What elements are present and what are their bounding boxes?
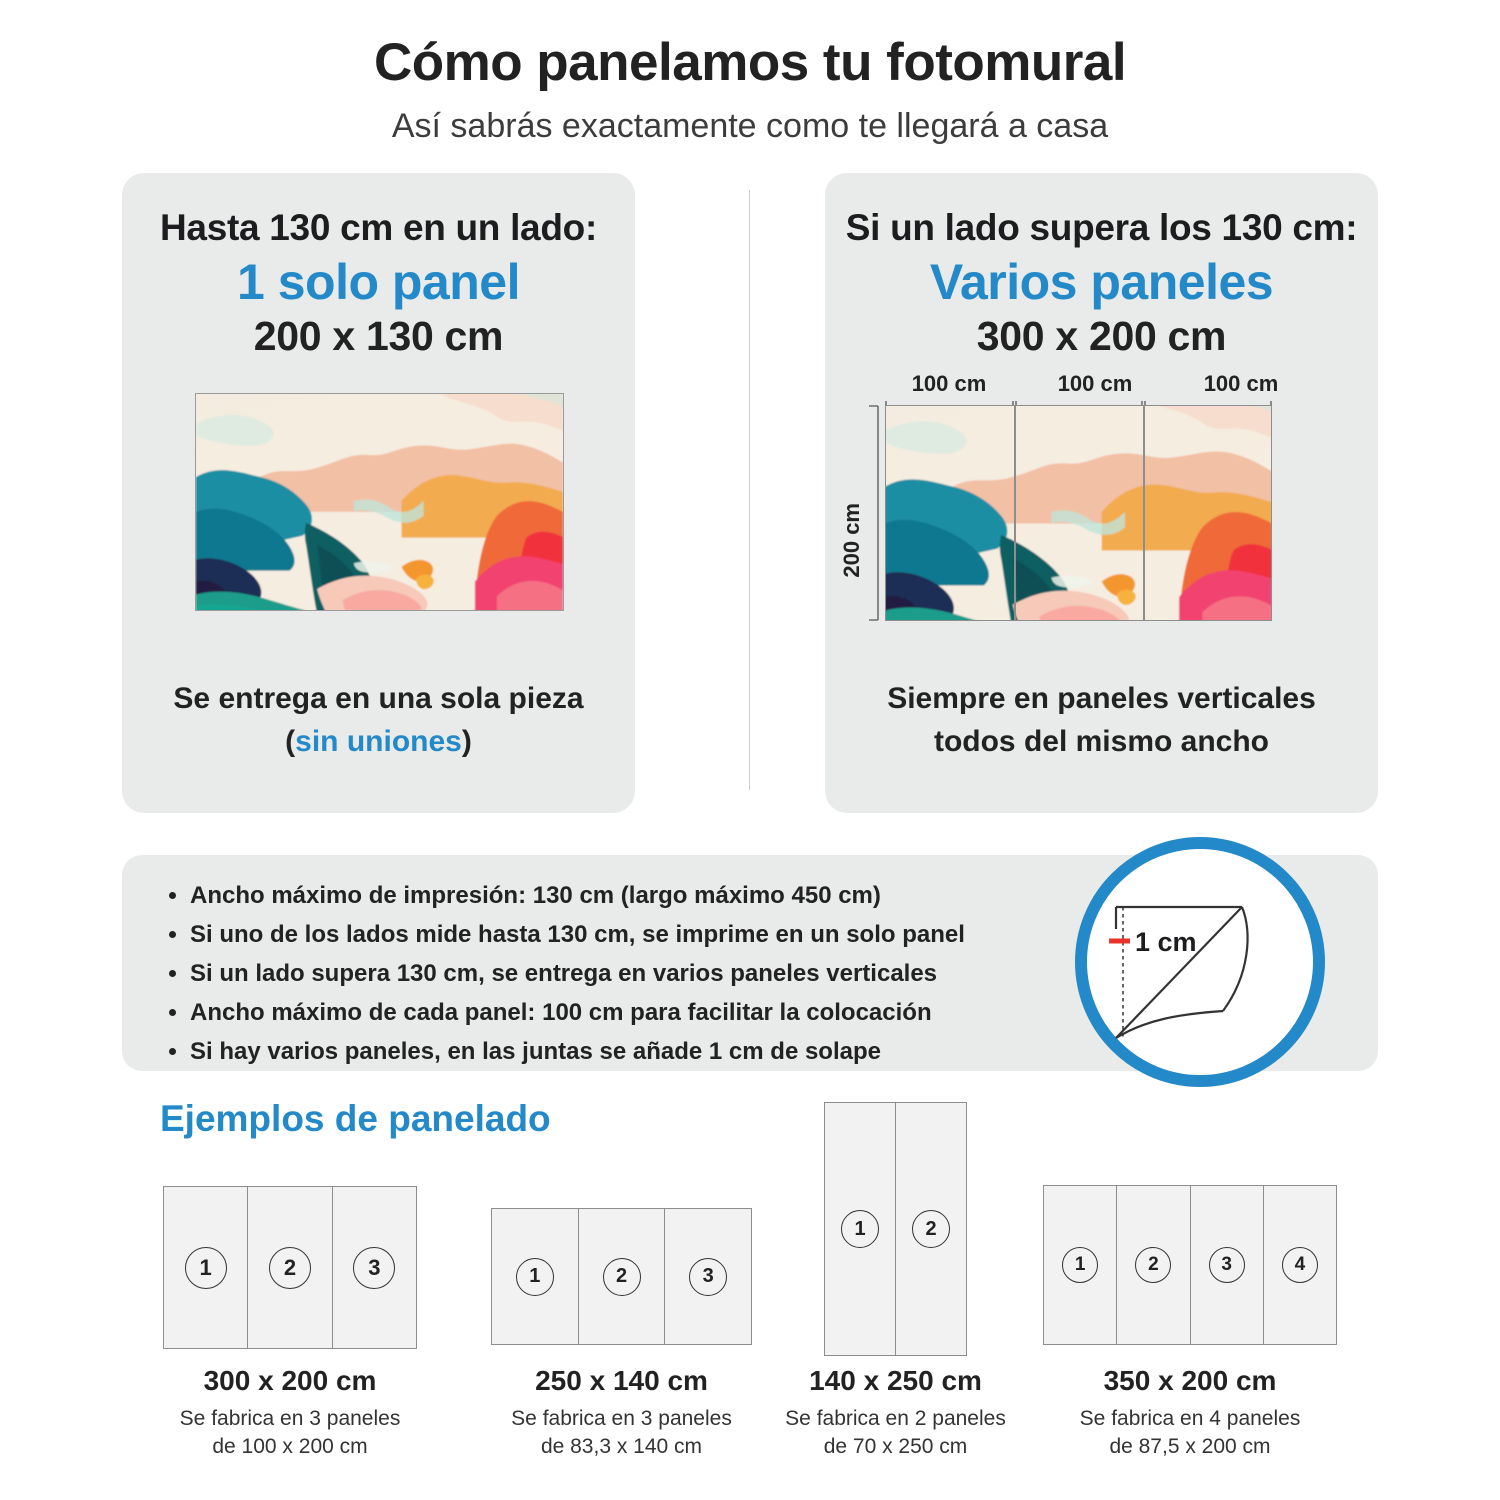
svg-text:1 cm: 1 cm (1135, 927, 1197, 957)
